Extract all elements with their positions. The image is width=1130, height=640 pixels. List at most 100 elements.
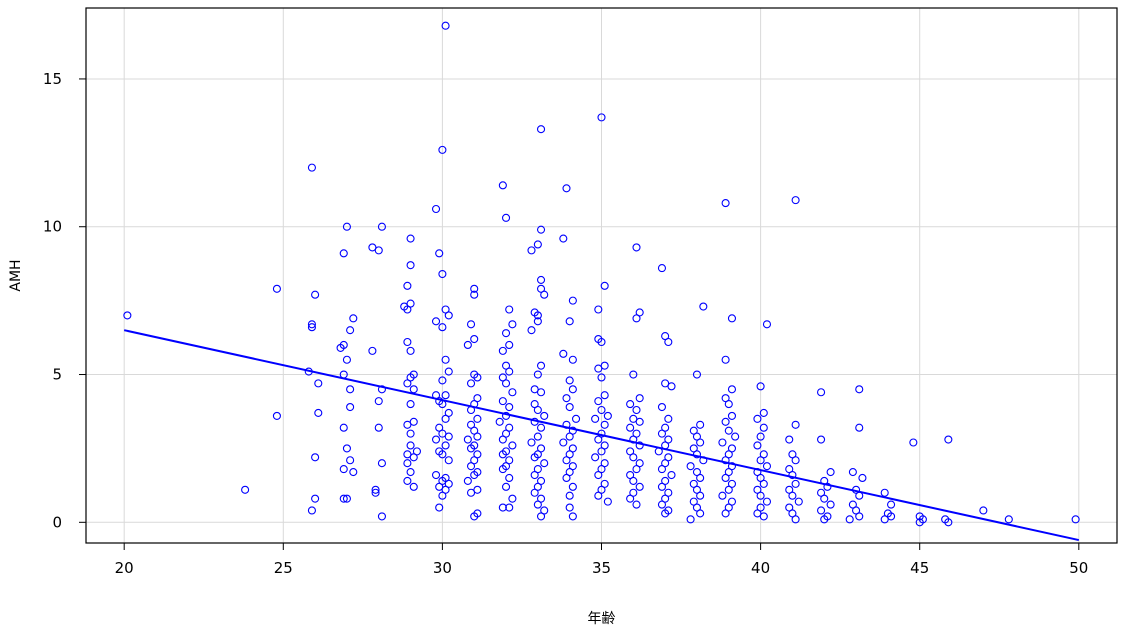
data-point [880,488,889,497]
data-point [562,456,571,465]
data-point [536,512,546,521]
data-point [272,284,281,293]
data-point [530,470,539,480]
data-point [533,317,542,326]
x-tick-label: 20 [115,559,134,577]
x-tick-label: 25 [274,559,293,577]
data-point [403,337,412,347]
data-point [536,361,546,370]
data-point [473,414,482,423]
data-point [603,497,612,506]
data-point [495,417,504,426]
data-point [820,494,829,503]
data-point [530,488,539,497]
data-point [559,438,568,447]
data-point [661,509,670,518]
data-point [759,479,768,488]
data-point [855,385,864,394]
data-point [463,435,472,444]
data-point [635,441,644,450]
data-point [473,432,482,441]
data-point [406,346,415,355]
data-point [594,364,603,373]
data-point [626,400,635,409]
data-point [403,281,412,290]
data-point [438,145,447,154]
data-point [788,491,797,500]
data-point [635,394,644,403]
data-point [466,462,476,471]
data-point [473,373,482,382]
data-point [307,320,316,329]
data-point [505,503,514,512]
data-point [314,379,323,388]
data-point [657,264,667,273]
data-point [626,423,635,432]
data-point [721,509,730,518]
data-point [311,453,320,462]
data-point [718,438,727,447]
data-point [377,459,386,468]
data-point [505,402,514,412]
data-point [657,482,667,491]
data-point [696,491,705,500]
data-point [438,376,447,385]
data-point [887,512,896,521]
data-point [470,470,479,480]
data-point [438,429,447,438]
data-point [466,444,476,453]
data-point [727,385,737,394]
data-point [409,482,418,491]
data-point [686,462,695,471]
data-point [527,438,536,447]
data-point [915,518,924,527]
y-tick-label: 0 [52,513,62,531]
data-point [307,163,316,172]
data-point [591,414,600,423]
data-point [762,320,772,329]
data-point [409,417,418,426]
data-point [377,222,386,231]
x-tick-label: 50 [1069,559,1088,577]
data-point [791,479,800,488]
data-point [823,482,832,491]
data-point [444,432,453,441]
data-point [470,290,479,299]
data-point [562,184,571,193]
data-point [724,485,733,494]
data-point [664,414,673,423]
data-point [565,376,574,385]
data-point [568,355,577,364]
data-point [762,462,772,471]
y-axis-label: AMH [8,259,24,291]
data-point [441,21,450,30]
data-point [753,414,762,423]
data-point [498,465,507,474]
data-point [791,420,800,429]
data-point [632,465,641,474]
data-point [346,456,355,465]
data-point [721,355,730,364]
x-axis-label: 年齢 [588,611,616,627]
data-point [600,281,609,290]
data-point [435,482,444,491]
data-point [466,405,476,415]
data-point [339,494,348,503]
data-point [368,346,377,355]
data-point [533,500,542,509]
data-point [533,432,542,441]
data-point [626,494,635,503]
data-point [406,468,415,477]
data-point [791,456,800,465]
data-point [342,444,351,453]
data-point [686,515,695,524]
data-point [533,311,542,320]
data-point [438,323,447,332]
data-point [667,470,676,480]
data-point [594,491,603,500]
data-point [272,411,281,420]
data-point [845,515,854,524]
data-point [887,500,896,509]
data-point [817,506,826,515]
data-point [470,284,479,293]
